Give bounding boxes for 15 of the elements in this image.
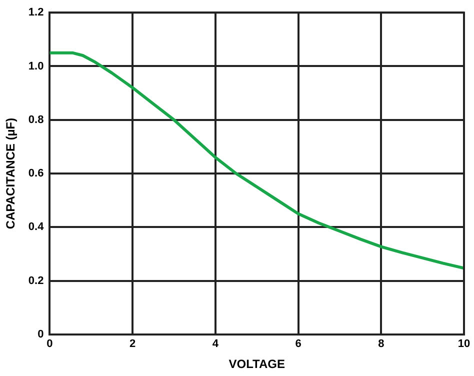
- y-tick-label: 0.4: [28, 221, 45, 234]
- y-tick-label: 1.2: [28, 6, 44, 19]
- x-tick-label: 4: [212, 338, 220, 350]
- x-tick-label: 8: [378, 338, 384, 350]
- x-tick-label: 2: [129, 338, 136, 350]
- y-tick-label: 0: [38, 328, 44, 340]
- y-tick-label: 0.8: [28, 114, 44, 126]
- x-axis-title: VOLTAGE: [228, 357, 285, 372]
- x-tick-label: 10: [458, 338, 470, 350]
- y-tick-label: 0.6: [28, 168, 44, 180]
- y-axis-title: CAPACITANCE (µF): [4, 118, 18, 230]
- y-tick-label: 0.2: [28, 274, 44, 287]
- y-tick-label: 1.0: [28, 60, 44, 72]
- x-tick-label: 0: [46, 338, 53, 350]
- x-tick-label: 6: [295, 338, 302, 350]
